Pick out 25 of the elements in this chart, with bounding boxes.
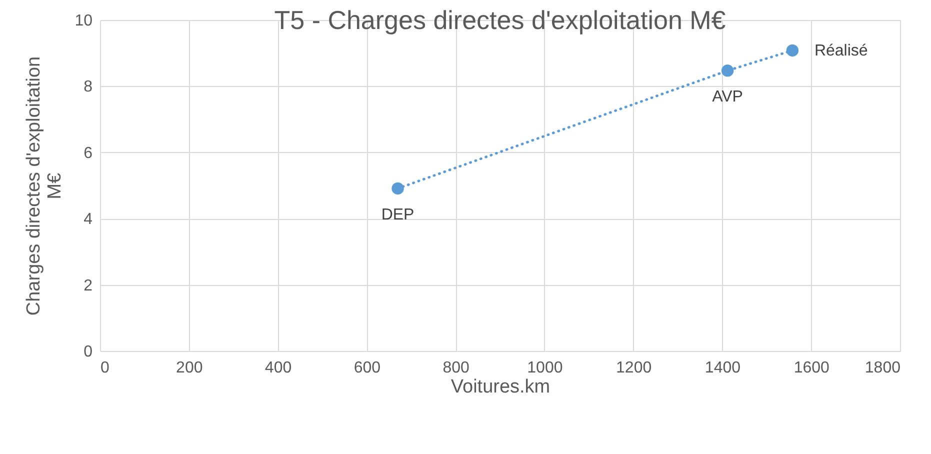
x-tick-label: 800 bbox=[442, 360, 470, 376]
x-tick-label: 1000 bbox=[527, 360, 563, 376]
x-tick-label: 1200 bbox=[616, 360, 652, 376]
y-tick-label: 6 bbox=[84, 144, 93, 162]
point bbox=[392, 182, 404, 195]
annotation: DEP bbox=[381, 206, 414, 224]
y-axis-title: Charges directes d'exploitation M€ bbox=[24, 56, 66, 316]
x-tick-label: 1800 bbox=[864, 360, 901, 376]
x-tick-label: 200 bbox=[176, 360, 203, 376]
x-tick-label: 400 bbox=[264, 360, 292, 376]
point bbox=[721, 64, 734, 77]
x-axis-title: Voitures.km bbox=[450, 376, 550, 398]
y-tick-label: 8 bbox=[84, 78, 93, 96]
chart-title: T5 - Charges directes d'exploitation M€ bbox=[274, 5, 726, 35]
y-tick-label: 10 bbox=[74, 12, 93, 30]
annotation: AVP bbox=[712, 88, 743, 106]
y-tick-label: 0 bbox=[84, 344, 93, 360]
y-tick-label: 2 bbox=[84, 277, 93, 294]
y-tick-label: 4 bbox=[84, 211, 93, 228]
x-tick-label: 0 bbox=[100, 360, 110, 376]
x-tick-label: 1600 bbox=[794, 360, 830, 376]
point bbox=[786, 44, 799, 57]
x-tick-label: 600 bbox=[354, 360, 381, 376]
annotation: Réalisé bbox=[814, 42, 868, 60]
x-tick-label: 1400 bbox=[704, 360, 741, 376]
